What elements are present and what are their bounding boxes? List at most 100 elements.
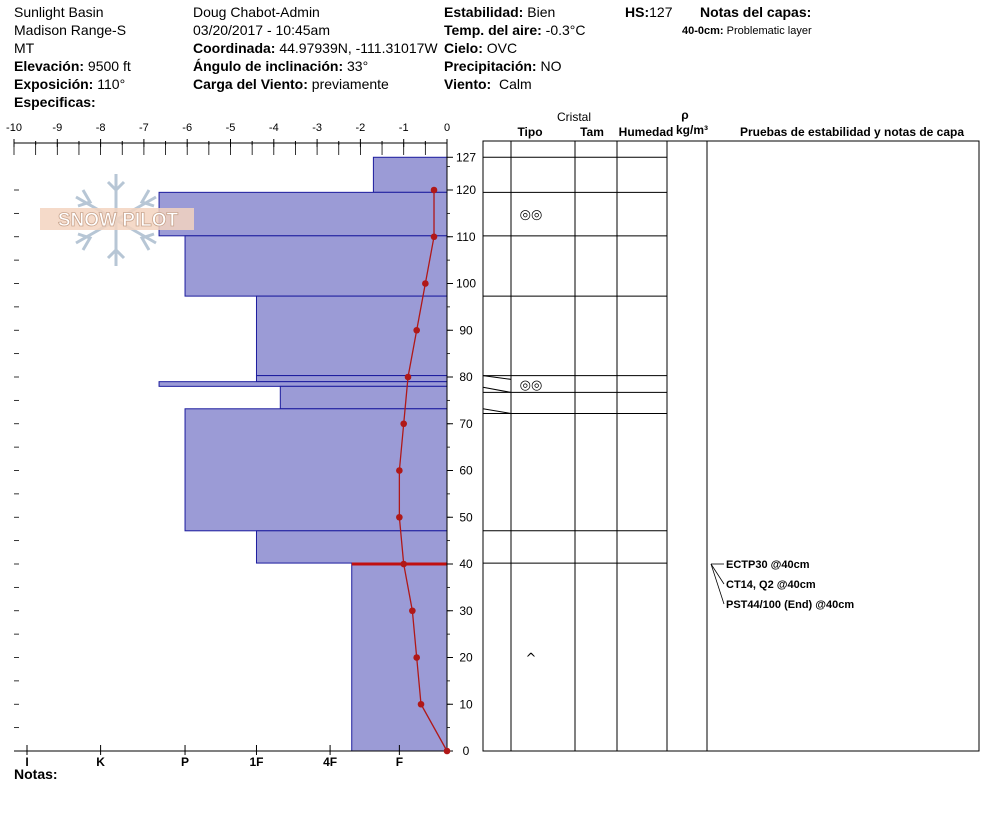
snowpilot-logo: SNOW PILOT: [40, 174, 194, 266]
temp-tick-label: 0: [444, 122, 450, 134]
observation-datetime: 03/20/2017 - 10:45am: [193, 22, 330, 38]
air-temp-value: -0.3°C: [545, 22, 586, 38]
specifics-field: Especificas:: [14, 93, 96, 111]
temp-tick-label: -5: [226, 122, 236, 134]
header-density-unit: kg/m³: [676, 123, 708, 137]
temperature-point: [443, 747, 451, 755]
header-humedad: Humedad: [619, 125, 674, 139]
table-connector: [482, 375, 512, 380]
height-tick-label: 40: [459, 557, 473, 571]
layer-notes-title: Notas del capas:: [700, 4, 812, 20]
coordinates-label: Coordinada:: [193, 40, 276, 56]
stability-test: ECTP30 @40cm: [726, 559, 810, 571]
wind-loading-value: previamente: [311, 76, 389, 92]
temperature-point: [404, 373, 412, 381]
temp-tick-label: -1: [399, 122, 409, 134]
hardness-tick-label: 4F: [323, 755, 337, 769]
hardness-layer: [158, 381, 448, 387]
temperature-point: [409, 607, 416, 615]
observer-name: Doug Chabot-Admin: [193, 4, 320, 20]
hardness-tick-label: 1F: [249, 755, 263, 769]
temp-tick-label: -7: [139, 122, 149, 134]
air-temp-label: Temp. del aire:: [444, 22, 542, 38]
temp-tick-label: -2: [356, 122, 366, 134]
temperature-point: [396, 467, 403, 474]
stability-test-leader: [710, 563, 725, 585]
hardness-layer: [351, 562, 448, 752]
stability-field: Estabilidad: Bien: [444, 3, 555, 21]
exposure-field: Exposición: 110°: [14, 75, 125, 93]
location-line-1: Sunlight Basin: [14, 4, 104, 20]
grain-symbol: ◎◎: [520, 378, 543, 393]
stability-value: Bien: [527, 4, 556, 20]
header-tam: Tam: [580, 125, 604, 139]
hardness-tick-label: P: [181, 755, 189, 769]
temperature-point: [417, 700, 425, 708]
height-tick-label: 60: [459, 464, 473, 478]
temperature-point: [400, 560, 408, 568]
layer-note: 40-0cm: Problematic layer: [682, 22, 812, 40]
hardness-layer: [372, 156, 448, 193]
elevation-label: Elevación:: [14, 58, 85, 74]
header-pruebas: Pruebas de estabilidad y notas de capa: [740, 125, 964, 139]
temperature-point: [430, 186, 438, 194]
air-temp-field: Temp. del aire: -0.3°C: [444, 21, 586, 39]
hardness-layer: [255, 375, 448, 383]
temp-tick-label: -10: [6, 122, 22, 134]
header-rho: ρ: [681, 108, 688, 122]
header-cristal: Cristal: [557, 110, 591, 124]
stability-test: PST44/100 (End) @40cm: [726, 599, 854, 611]
table-connector: [482, 408, 512, 414]
temperature-point: [396, 513, 403, 521]
height-tick-label: 90: [459, 323, 473, 337]
stability-test-leader: [710, 563, 725, 605]
hardness-layer: [158, 191, 448, 237]
temp-tick-label: -6: [182, 122, 192, 134]
location-line-3: MT: [14, 40, 35, 56]
sky-field: Cielo: OVC: [444, 39, 517, 57]
slope-angle-field: Ángulo de inclinación: 33°: [193, 57, 368, 75]
precip-label: Precipitación:: [444, 58, 537, 74]
stability-test: CT14, Q2 @40cm: [726, 579, 816, 591]
height-tick-label: 120: [456, 183, 476, 197]
hardness-tick-label: I: [25, 755, 28, 769]
height-tick-label: 30: [459, 604, 473, 618]
slope-angle-value: 33°: [347, 58, 369, 74]
height-tick-label: 70: [459, 417, 473, 431]
stability-label: Estabilidad:: [444, 4, 524, 20]
temp-tick-label: -8: [96, 122, 106, 134]
temperature-point: [422, 280, 429, 287]
layer-note-range: 40-0cm:: [682, 25, 724, 37]
hardness-layer: [255, 530, 448, 564]
temperature-point: [430, 233, 438, 241]
height-tick-label: 50: [459, 510, 473, 524]
temperature-point: [413, 654, 420, 661]
exposure-label: Exposición:: [14, 76, 94, 92]
elevation-value: 9500 ft: [87, 58, 131, 74]
hs-field: HS:127: [625, 3, 672, 21]
coordinates-field: Coordinada: 44.97939N, -111.31017W: [193, 39, 438, 57]
temp-tick-label: -3: [312, 122, 322, 134]
hardness-layer: [279, 385, 448, 410]
temperature-point: [400, 420, 408, 428]
height-tick-label: 0: [463, 744, 470, 758]
logo-text: SNOW PILOT: [58, 210, 179, 231]
wind-value: Calm: [498, 76, 532, 92]
precip-field: Precipitación: NO: [444, 57, 561, 75]
height-tick-label: 20: [459, 651, 473, 665]
layer-table-frame: [482, 140, 980, 752]
wind-loading-label: Carga del Viento:: [193, 76, 308, 92]
temperature-point: [413, 326, 420, 334]
height-tick-label: 80: [459, 370, 473, 384]
hardness-tick-label: K: [96, 755, 105, 769]
coordinates-value: 44.97939N, -111.31017W: [279, 40, 438, 56]
grain-symbol: ^: [526, 652, 537, 667]
height-tick-label: 110: [456, 230, 475, 244]
temp-tick-label: -9: [52, 122, 62, 134]
height-tick-label: 100: [456, 277, 476, 291]
sky-value: OVC: [486, 40, 518, 56]
location-line-2: Madison Range-S: [14, 22, 127, 38]
elevation-field: Elevación: 9500 ft: [14, 57, 131, 75]
hardness-layer: [255, 295, 448, 377]
wind-field: Viento: Calm: [444, 75, 532, 93]
